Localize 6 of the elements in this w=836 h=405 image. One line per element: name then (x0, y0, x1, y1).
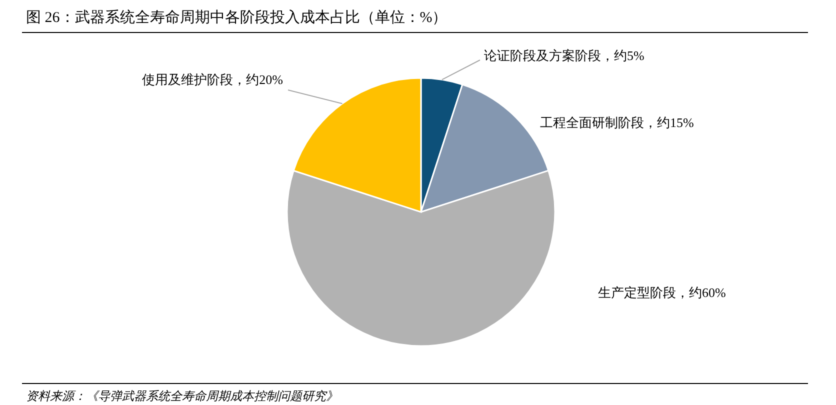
chart-title: 图 26：武器系统全寿命周期中各阶段投入成本占比（单位：%） (26, 8, 448, 27)
text: 资料来源：《导弹武器系统全寿命周期成本控制问题研究》 (26, 388, 338, 405)
slice-label: 使用及维护阶段，约20% (142, 72, 284, 87)
slice-label: 工程全面研制阶段，约15% (540, 115, 694, 130)
slice-label: 生产定型阶段，约60% (598, 285, 726, 300)
slice-label: 论证阶段及方案阶段，约5% (484, 48, 644, 63)
